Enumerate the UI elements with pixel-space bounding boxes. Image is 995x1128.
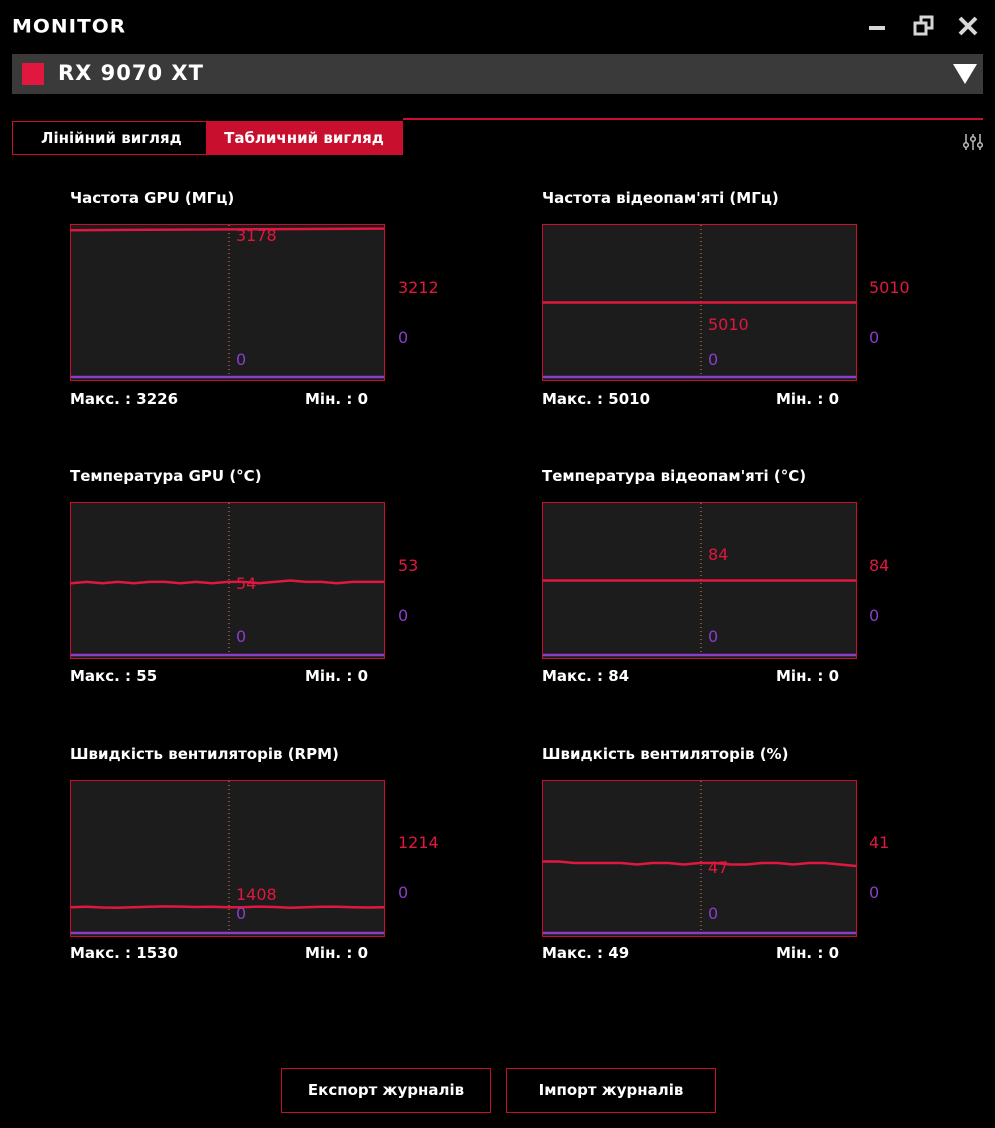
- current-value-secondary: 0: [708, 350, 719, 369]
- chart-plot-area: [71, 225, 384, 380]
- close-icon[interactable]: [956, 14, 980, 38]
- title-bar: MONITOR: [0, 0, 995, 52]
- chart-title-memory-clock: Частота відеопам'яті (МГц): [542, 189, 779, 207]
- tabs-divider: [403, 118, 983, 120]
- min-label: Мін. : 0: [776, 944, 840, 962]
- settings-sliders-icon[interactable]: [962, 132, 984, 152]
- side-value-primary: 1214: [398, 833, 439, 852]
- series-line-primary: [71, 579, 384, 585]
- series-line-primary: [71, 227, 384, 232]
- export-logs-button[interactable]: Експорт журналів: [281, 1068, 491, 1113]
- view-tabs: Лінійний вигляд Табличний вигляд: [12, 121, 403, 155]
- max-label: Макс. : 3226: [70, 390, 179, 408]
- side-value-primary: 5010: [869, 278, 910, 297]
- series-line-primary: [543, 860, 856, 868]
- dropdown-caret-icon[interactable]: [953, 64, 977, 84]
- chart-title-gpu-temperature: Температура GPU (°C): [70, 467, 262, 485]
- max-label: Макс. : 1530: [70, 944, 179, 962]
- device-dropdown[interactable]: RX 9070 XT: [12, 54, 983, 94]
- chart-plot-area: [71, 503, 384, 658]
- side-value-primary: 41: [869, 833, 890, 852]
- tab-line-view[interactable]: Лінійний вигляд: [13, 122, 206, 154]
- min-label: Мін. : 0: [305, 390, 369, 408]
- app-title: MONITOR: [12, 14, 127, 38]
- side-value-secondary: 0: [398, 328, 409, 347]
- current-value-primary: 1408: [236, 885, 277, 904]
- side-value-primary: 53: [398, 556, 419, 575]
- chart-plot-area: [543, 503, 856, 658]
- chart-memory-temperature: [542, 502, 857, 659]
- device-name: RX 9070 XT: [58, 61, 204, 85]
- current-value-secondary: 0: [708, 627, 719, 646]
- chart-title-fan-percent: Швидкість вентиляторів (%): [542, 745, 789, 763]
- current-value-secondary: 0: [236, 904, 247, 923]
- max-label: Макс. : 55: [70, 667, 158, 685]
- minimize-icon[interactable]: [866, 14, 890, 38]
- chart-fan-percent: [542, 780, 857, 937]
- side-value-secondary: 0: [869, 328, 880, 347]
- restore-icon[interactable]: [912, 14, 936, 38]
- current-value-secondary: 0: [708, 904, 719, 923]
- device-color-swatch: [22, 63, 44, 85]
- current-value-primary: 84: [708, 545, 729, 564]
- max-label: Макс. : 84: [542, 667, 630, 685]
- chart-title-gpu-clock: Частота GPU (МГц): [70, 189, 235, 207]
- side-value-secondary: 0: [869, 883, 880, 902]
- min-label: Мін. : 0: [776, 390, 840, 408]
- max-label: Макс. : 5010: [542, 390, 651, 408]
- min-label: Мін. : 0: [305, 944, 369, 962]
- tab-table-view[interactable]: Табличний вигляд: [206, 122, 402, 154]
- chart-memory-clock: [542, 224, 857, 381]
- current-value-primary: 5010: [708, 315, 749, 334]
- series-line-primary: [71, 905, 384, 909]
- current-value-secondary: 0: [236, 350, 247, 369]
- side-value-secondary: 0: [398, 606, 409, 625]
- max-label: Макс. : 49: [542, 944, 630, 962]
- min-label: Мін. : 0: [776, 667, 840, 685]
- chart-title-memory-temperature: Температура відеопам'яті (°C): [542, 467, 807, 485]
- current-value-primary: 54: [236, 574, 257, 593]
- import-logs-button[interactable]: Імпорт журналів: [506, 1068, 716, 1113]
- current-value-primary: 47: [708, 858, 729, 877]
- side-value-secondary: 0: [869, 606, 880, 625]
- min-label: Мін. : 0: [305, 667, 369, 685]
- chart-plot-area: [543, 781, 856, 936]
- side-value-secondary: 0: [398, 883, 409, 902]
- side-value-primary: 84: [869, 556, 890, 575]
- chart-plot-area: [71, 781, 384, 936]
- chart-gpu-temperature: [70, 502, 385, 659]
- current-value-secondary: 0: [236, 627, 247, 646]
- chart-title-fan-rpm: Швидкість вентиляторів (RPM): [70, 745, 339, 763]
- chart-plot-area: [543, 225, 856, 380]
- chart-gpu-clock: [70, 224, 385, 381]
- chart-fan-rpm: [70, 780, 385, 937]
- current-value-primary: 3178: [236, 226, 277, 245]
- side-value-primary: 3212: [398, 278, 439, 297]
